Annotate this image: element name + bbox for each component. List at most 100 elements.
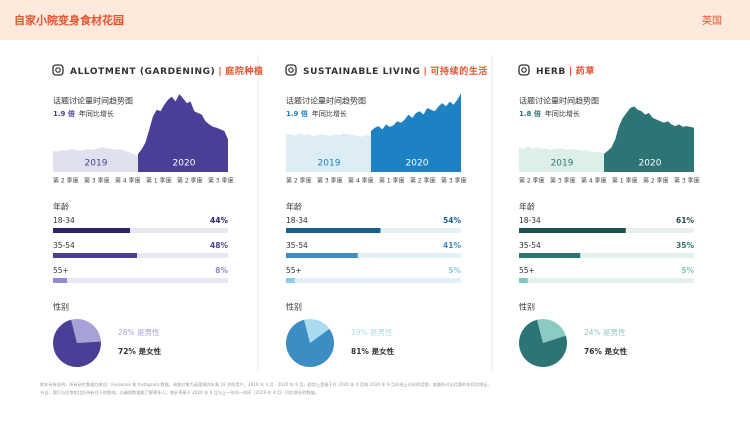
quarter-label: 第 2 季度	[53, 177, 79, 185]
age-track	[519, 278, 694, 283]
age-bar	[286, 278, 295, 283]
gender-heading: 性别	[53, 302, 69, 312]
age-bar	[53, 253, 137, 258]
footnote: 节日，我们与往常相比仍持有往下的影响，以确保数据能了解更多人。增长率基于 202…	[40, 389, 319, 396]
age-bar	[519, 253, 581, 258]
quarter-label: 第 3 季度	[208, 177, 234, 185]
panel-title: SUSTAINABLE LIVING | 可持续的生活	[303, 65, 488, 77]
panel-title-en: ALLOTMENT (GARDENING)	[70, 67, 215, 77]
growth-value: 1.9 倍	[53, 109, 75, 118]
age-track	[53, 253, 228, 258]
age-label: 35-54	[53, 241, 75, 250]
age-value: 35%	[676, 241, 694, 250]
growth: 1.9 倍年同比增长	[53, 109, 114, 118]
growth: 1.8 倍年同比增长	[519, 109, 580, 118]
age-label: 55+	[519, 266, 535, 275]
trend-area	[138, 94, 228, 172]
quarter-label: 第 1 季度	[146, 177, 172, 185]
panel-title-en: HERB	[536, 67, 566, 77]
age-heading: 年龄	[53, 202, 69, 212]
header-band	[0, 0, 750, 40]
age-track	[286, 253, 461, 258]
age-bar	[53, 228, 130, 233]
year-label: 2020	[406, 159, 429, 169]
instagram-icon	[52, 64, 64, 76]
age-value: 61%	[676, 216, 694, 225]
quarter-label: 第 2 季度	[643, 177, 669, 185]
instagram-icon	[285, 64, 297, 76]
age-value: 5%	[681, 266, 694, 275]
pie-slice	[286, 319, 335, 367]
year-label: 2019	[551, 159, 574, 169]
gender-label: 72% 是女性	[118, 346, 162, 356]
age-heading: 年龄	[519, 202, 535, 212]
panel-title: ALLOTMENT (GARDENING) | 庭院种植	[70, 65, 264, 77]
quarter-label: 第 2 季度	[519, 177, 545, 185]
age-label: 35-54	[519, 241, 541, 250]
quarter-label: 第 4 季度	[115, 177, 141, 185]
growth-suffix: 年同比增长	[545, 109, 580, 118]
quarter-label: 第 1 季度	[612, 177, 638, 185]
pie-slice	[71, 318, 101, 343]
trend-title: 话题讨论量时间趋势图	[286, 96, 366, 106]
header-region: 英国	[702, 14, 722, 27]
age-label: 55+	[286, 266, 302, 275]
age-bar	[519, 278, 528, 283]
age-value: 54%	[443, 216, 461, 225]
separator: |	[424, 67, 428, 77]
trend-area	[519, 146, 604, 172]
quarter-label: 第 3 季度	[441, 177, 467, 185]
trend-area	[604, 106, 694, 172]
header-title: 自家小院变身食材花园	[14, 13, 124, 27]
pie-slice	[518, 319, 567, 367]
pie-slice	[304, 319, 330, 343]
panel-title-zh: 可持续的生活	[430, 65, 488, 77]
trend-area	[286, 133, 371, 172]
age-track	[519, 253, 694, 258]
quarter-label: 第 3 季度	[317, 177, 343, 185]
age-bar	[53, 278, 67, 283]
year-label: 2019	[318, 159, 341, 169]
quarter-label: 第 2 季度	[177, 177, 203, 185]
separator: |	[569, 67, 573, 77]
gender-label: 19% 是男性	[351, 327, 393, 337]
trend-area	[371, 93, 461, 172]
age-bar	[286, 228, 381, 233]
gender-label: 24% 是男性	[584, 327, 626, 337]
age-label: 35-54	[286, 241, 308, 250]
quarter-label: 第 1 季度	[379, 177, 405, 185]
gender-label: 28% 是男性	[118, 327, 160, 337]
year-label: 2020	[639, 159, 662, 169]
growth-value: 1.8 倍	[519, 109, 541, 118]
age-value: 5%	[448, 266, 461, 275]
quarter-label: 第 4 季度	[348, 177, 374, 185]
age-value: 8%	[215, 266, 228, 275]
age-value: 44%	[210, 216, 228, 225]
age-label: 18-34	[286, 216, 308, 225]
age-heading: 年龄	[286, 202, 302, 212]
quarter-label: 第 2 季度	[410, 177, 436, 185]
age-label: 18-34	[53, 216, 75, 225]
instagram-icon	[518, 64, 530, 76]
gender-heading: 性别	[519, 302, 535, 312]
panel-title-zh: 庭院种植	[225, 65, 263, 77]
quarter-label: 第 3 季度	[674, 177, 700, 185]
age-bar	[286, 253, 358, 258]
year-label: 2020	[173, 159, 196, 169]
panel-title: HERB | 药草	[536, 65, 595, 77]
gender-label: 76% 是女性	[584, 346, 628, 356]
trend-title: 话题讨论量时间趋势图	[53, 96, 133, 106]
age-bar	[519, 228, 626, 233]
age-label: 18-34	[519, 216, 541, 225]
pie-slice	[537, 319, 566, 343]
age-label: 55+	[53, 266, 69, 275]
quarter-label: 第 3 季度	[550, 177, 576, 185]
quarter-label: 第 4 季度	[581, 177, 607, 185]
quarter-label: 第 2 季度	[286, 177, 312, 185]
trend-area	[53, 147, 138, 172]
pie-slice	[53, 319, 101, 367]
gender-heading: 性别	[286, 302, 302, 312]
age-value: 41%	[443, 241, 461, 250]
quarter-label: 第 3 季度	[84, 177, 110, 185]
